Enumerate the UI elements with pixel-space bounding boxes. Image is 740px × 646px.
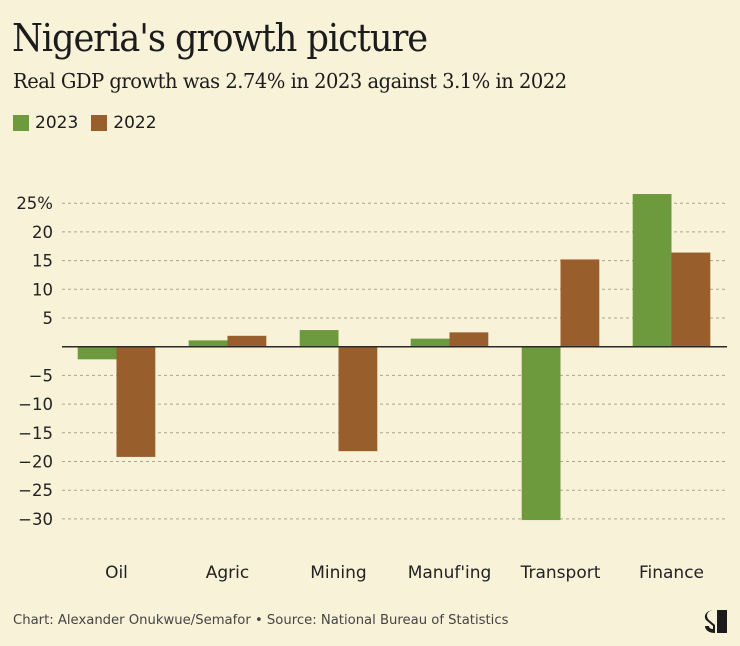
legend-item-2023: 2023 [13,112,78,134]
y-tick-label: 20 [32,223,53,242]
bar-2022-mining [338,346,378,452]
y-tick-label: −15 [18,424,53,443]
bar-2022-manufing [449,332,489,347]
y-tick-label: −5 [29,366,53,385]
x-axis-categories: Oil Agric Mining Manuf'ing Transport Finance [105,563,704,583]
y-tick-label: −20 [18,453,53,472]
y-tick-label: −10 [18,395,53,414]
legend-swatch-2022 [91,115,108,131]
legend-label-2023: 2023 [35,113,79,133]
legend-swatch-2023 [13,115,29,131]
chart-subtitle: Real GDP growth was 2.74% in 2023 agains… [13,69,567,93]
chart-title: Nigeria's growth picture [12,16,428,60]
y-tick-label: 25% [16,194,53,213]
y-tick-label: −25 [18,481,53,500]
bar-2023-manufing [410,338,450,347]
bar-2022-finance [671,252,711,347]
bar-2023-oil [77,346,117,360]
x-category-label: Manuf'ing [408,563,492,583]
x-category-label: Oil [105,563,128,583]
legend-label-2022: 2022 [113,113,157,133]
x-category-label: Transport [520,563,601,583]
y-axis-ticks: 25% 20 15 10 5 −5 −10 −15 −20 −25 −30 [16,194,53,529]
legend-item-2022: 2022 [91,112,157,134]
legend: 2023 2022 [13,112,170,134]
x-category-label: Mining [310,563,366,583]
bar-2023-agric [188,340,228,347]
x-category-label: Finance [639,563,704,583]
bar-2022-oil [116,346,156,457]
bars [77,194,711,521]
bar-chart: 25% 20 15 10 5 −5 −10 −15 −20 −25 −30 Oil Agric Mini… [16,194,727,583]
y-tick-label: −30 [18,510,53,529]
y-tick-label: 15 [32,252,53,271]
bar-2023-finance [632,194,672,347]
bar-2022-agric [227,335,267,347]
x-category-label: Agric [206,563,249,583]
bar-2023-mining [299,330,339,347]
semafor-logo-icon [704,610,727,633]
source-credit: Chart: Alexander Onukwue/Semafor • Sourc… [13,613,509,628]
y-tick-label: 5 [43,309,54,328]
y-tick-label: 10 [32,280,53,299]
bar-2023-transport [521,346,561,521]
bar-2022-transport [560,259,600,347]
gridlines [62,202,727,520]
